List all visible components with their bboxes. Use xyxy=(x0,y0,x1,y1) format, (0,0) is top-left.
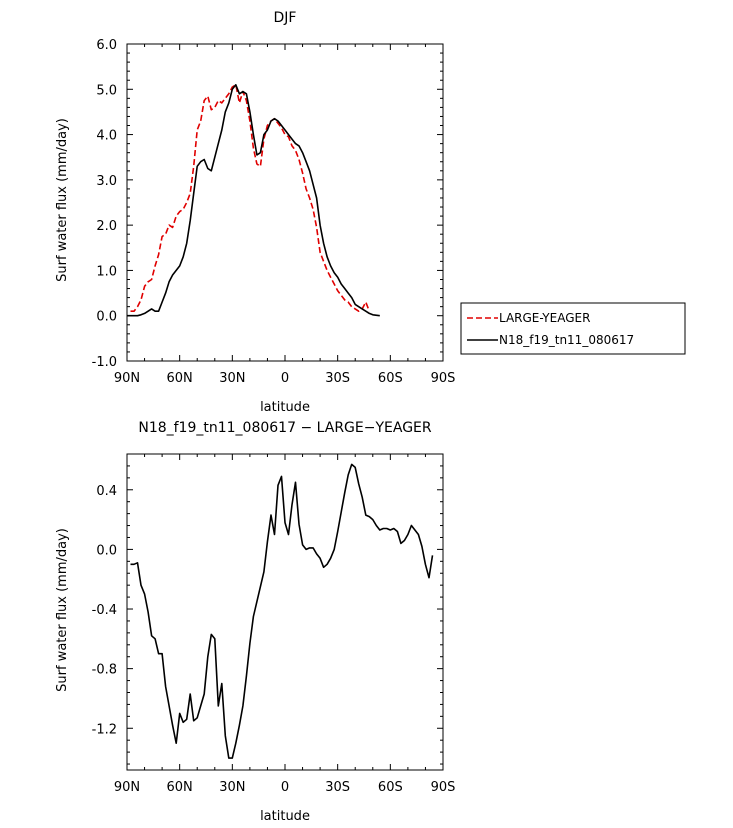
top-plot-area: 90N 60N 30N 0 30S 60S 90S -1.0 0.0 1.0 2.0 3.0 4.0 5.… xyxy=(92,38,456,386)
series-line-difference xyxy=(130,463,434,759)
x-tick-label: 90S xyxy=(431,780,456,795)
y-tick-label: 0.4 xyxy=(96,484,117,499)
x-tick-label: 0 xyxy=(281,780,289,795)
y-tick-label: 3.0 xyxy=(96,174,117,189)
x-tick-label: 60N xyxy=(167,780,193,795)
x-tick-label: 90S xyxy=(431,371,456,386)
y-tick-label: -0.4 xyxy=(92,603,117,618)
bottom-chart-title: N18_f19_tn11_080617 − LARGE−YEAGER xyxy=(138,420,432,436)
bottom-y-axis-label: Surf water flux (mm/day) xyxy=(55,528,70,692)
legend-label-n18: N18_f19_tn11_080617 xyxy=(499,333,634,347)
y-tick-label: -1.2 xyxy=(92,722,117,737)
y-tick-label: -1.0 xyxy=(92,355,117,370)
top-chart-title: DJF xyxy=(274,10,297,26)
y-tick-label: 4.0 xyxy=(96,129,117,144)
series-line-n18-f19-tn11-080617 xyxy=(127,84,380,317)
bottom-panel: N18_f19_tn11_080617 − LARGE−YEAGER 90N 60… xyxy=(55,420,455,824)
y-tick-label: 1.0 xyxy=(96,264,117,279)
y-tick-label: 6.0 xyxy=(96,38,117,53)
x-tick-label: 60S xyxy=(378,780,403,795)
y-tick-label: 0.0 xyxy=(96,310,117,325)
x-tick-label: 30S xyxy=(325,371,350,386)
top-x-axis-label: latitude xyxy=(260,400,310,415)
y-tick-label: 5.0 xyxy=(96,83,117,98)
y-tick-label: 2.0 xyxy=(96,219,117,234)
y-tick-label: 0.0 xyxy=(96,543,117,558)
x-tick-label: 30N xyxy=(219,371,245,386)
series-line-large-yeager xyxy=(130,84,371,312)
x-tick-label: 30N xyxy=(219,780,245,795)
top-panel: DJF 90N 60N 30N 0 30S 60S 90S -1.0 0.0 1.0 2.0 3.0 4… xyxy=(55,10,686,415)
bottom-plot-area: 90N 60N 30N 0 30S 60S 90S -1.2 -0.8 -0.4 0.0 0.4 xyxy=(92,453,456,795)
legend-box xyxy=(460,302,686,355)
plot-frame xyxy=(126,453,444,771)
y-tick-label: -0.8 xyxy=(92,663,117,678)
legend: LARGE-YEAGER N18_f19_tn11_080617 xyxy=(460,302,686,355)
x-tick-label: 60S xyxy=(378,371,403,386)
legend-label-large-yeager: LARGE-YEAGER xyxy=(499,311,590,325)
bottom-x-axis-label: latitude xyxy=(260,809,310,824)
x-tick-label: 60N xyxy=(167,371,193,386)
x-tick-label: 90N xyxy=(114,780,140,795)
x-tick-label: 90N xyxy=(114,371,140,386)
x-tick-label: 30S xyxy=(325,780,350,795)
plot-frame xyxy=(126,43,444,362)
top-y-axis-label: Surf water flux (mm/day) xyxy=(55,118,70,282)
x-tick-label: 0 xyxy=(281,371,289,386)
